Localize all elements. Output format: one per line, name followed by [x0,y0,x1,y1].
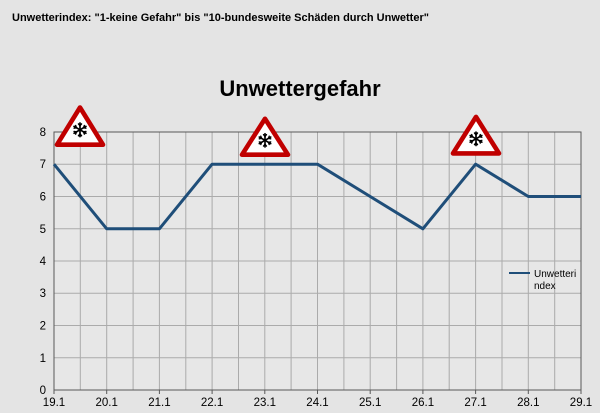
svg-text:8: 8 [40,127,46,139]
svg-text:29.1: 29.1 [570,397,592,409]
svg-text:21.1: 21.1 [148,397,170,409]
svg-text:Unwetteri: Unwetteri [534,269,576,280]
svg-text:25.1: 25.1 [359,397,381,409]
svg-text:0: 0 [40,385,46,397]
svg-text:24.1: 24.1 [306,397,328,409]
svg-text:1: 1 [40,353,46,365]
svg-text:3: 3 [40,288,46,300]
svg-text:22.1: 22.1 [201,397,223,409]
svg-text:5: 5 [40,224,46,236]
svg-text:23.1: 23.1 [254,397,276,409]
svg-text:20.1: 20.1 [96,397,118,409]
svg-text:7: 7 [40,159,46,171]
svg-text:ndex: ndex [534,281,556,292]
svg-text:27.1: 27.1 [464,397,486,409]
svg-text:2: 2 [40,321,46,333]
svg-text:4: 4 [40,256,47,268]
svg-text:26.1: 26.1 [412,397,434,409]
svg-text:28.1: 28.1 [517,397,539,409]
svg-text:19.1: 19.1 [43,397,65,409]
svg-text:6: 6 [40,192,46,204]
